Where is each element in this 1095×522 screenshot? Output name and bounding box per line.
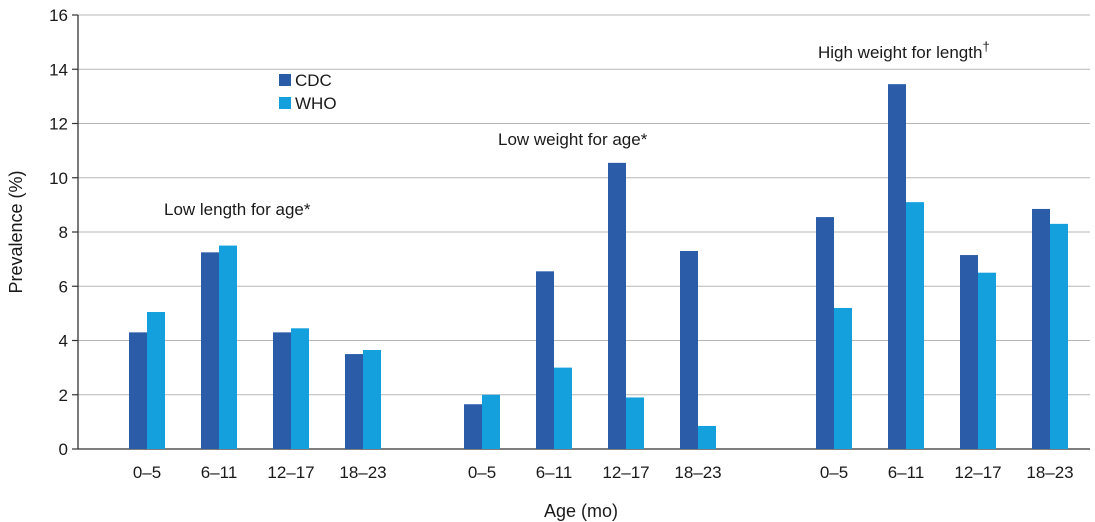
group-label-3-superscript: † bbox=[982, 39, 989, 54]
bars bbox=[129, 84, 1068, 450]
y-tick-label-10: 10 bbox=[49, 169, 68, 188]
y-tick-label-4: 4 bbox=[59, 332, 68, 351]
bar-cdc-g3-12-17 bbox=[960, 255, 978, 449]
x-tick-label-g3-6-11: 6–11 bbox=[888, 463, 925, 482]
bar-cdc-g2-12-17 bbox=[608, 162, 626, 450]
bar-cdc-g1-18-23 bbox=[345, 354, 363, 449]
legend-swatch-cdc bbox=[279, 74, 291, 86]
bar-who-g2-6-11 bbox=[554, 367, 572, 449]
bar-who-g3-18-23 bbox=[1050, 223, 1068, 449]
x-tick-label-g1-12-17: 12–17 bbox=[267, 463, 314, 482]
x-tick-label-g1-0-5: 0–5 bbox=[133, 463, 161, 482]
y-tick-label-0: 0 bbox=[59, 440, 68, 459]
bar-who-g1-12-17 bbox=[291, 328, 309, 449]
x-tick-label-g1-18-23: 18–23 bbox=[339, 463, 386, 482]
bar-who-g1-0-5 bbox=[147, 312, 165, 449]
x-tick-label-g2-0-5: 0–5 bbox=[468, 463, 496, 482]
x-tick-label-g2-12-17: 12–17 bbox=[602, 463, 649, 482]
bar-who-g3-6-11 bbox=[906, 202, 924, 449]
bar-who-g2-18-23 bbox=[698, 425, 716, 449]
group-label-3: High weight for length† bbox=[818, 39, 990, 62]
x-axis-title: Age (mo) bbox=[544, 501, 618, 521]
x-tick-label-g1-6-11: 6–11 bbox=[201, 463, 238, 482]
y-tick-label-6: 6 bbox=[59, 277, 68, 296]
bar-cdc-g2-18-23 bbox=[680, 250, 698, 449]
y-tick-label-2: 2 bbox=[59, 386, 68, 405]
bar-cdc-g3-6-11 bbox=[888, 84, 906, 449]
x-tick-label-g2-6-11: 6–11 bbox=[536, 463, 573, 482]
legend-swatch-who bbox=[279, 97, 291, 109]
x-tick-label-g3-18-23: 18–23 bbox=[1026, 463, 1073, 482]
y-tick-label-8: 8 bbox=[59, 223, 68, 242]
labels: 0–5 6–11 12–17 18–23 Low length for age* 0–5 6… bbox=[133, 39, 1074, 482]
bar-cdc-g3-0-5 bbox=[816, 217, 834, 449]
legend: CDC WHO bbox=[279, 71, 337, 113]
bar-who-g2-12-17 bbox=[626, 397, 644, 449]
x-tick-label-g3-12-17: 12–17 bbox=[954, 463, 1001, 482]
legend-label-cdc: CDC bbox=[295, 71, 332, 90]
legend-label-who: WHO bbox=[295, 94, 337, 113]
bar-who-g3-0-5 bbox=[834, 307, 852, 449]
bar-who-g1-18-23 bbox=[363, 349, 381, 449]
bar-cdc-g3-18-23 bbox=[1032, 208, 1050, 449]
y-tick-label-16: 16 bbox=[49, 6, 68, 25]
bar-cdc-g1-0-5 bbox=[129, 332, 147, 449]
bar-who-g3-12-17 bbox=[978, 272, 996, 449]
x-tick-label-g3-0-5: 0–5 bbox=[820, 463, 848, 482]
y-tick-label-14: 14 bbox=[49, 60, 68, 79]
bar-cdc-g2-0-5 bbox=[464, 404, 482, 449]
gridlines bbox=[78, 14, 1090, 396]
bar-cdc-g1-12-17 bbox=[273, 332, 291, 449]
y-tick-label-12: 12 bbox=[49, 115, 68, 134]
y-axis-title: Prevalence (%) bbox=[6, 170, 26, 293]
bar-who-g1-6-11 bbox=[219, 245, 237, 449]
group-label-1: Low length for age* bbox=[164, 200, 311, 219]
group-label-2: Low weight for age* bbox=[498, 130, 648, 149]
bar-cdc-g1-6-11 bbox=[201, 252, 219, 449]
bar-cdc-g2-6-11 bbox=[536, 271, 554, 449]
x-tick-label-g2-18-23: 18–23 bbox=[674, 463, 721, 482]
bar-who-g2-0-5 bbox=[482, 394, 500, 449]
